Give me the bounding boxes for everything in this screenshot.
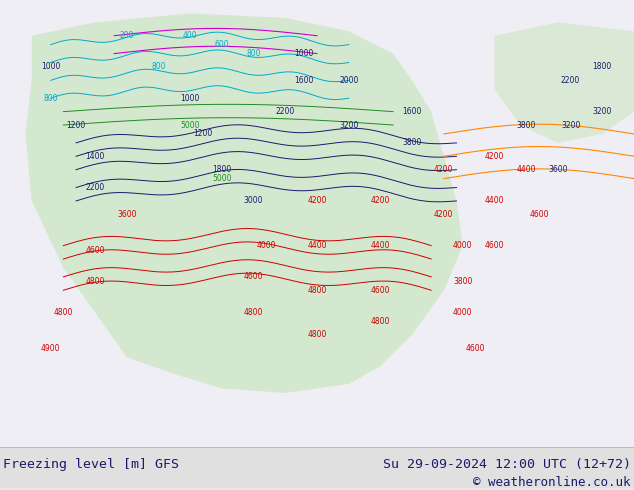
Text: 3200: 3200	[339, 121, 358, 129]
Text: Freezing level [m] GFS: Freezing level [m] GFS	[3, 458, 179, 471]
Text: 4800: 4800	[371, 317, 390, 326]
Text: 3600: 3600	[548, 165, 567, 174]
Text: 200: 200	[120, 31, 134, 40]
Text: 4600: 4600	[371, 286, 390, 295]
Text: 4200: 4200	[434, 210, 453, 219]
Text: 3200: 3200	[561, 121, 580, 129]
Text: 4800: 4800	[86, 277, 105, 286]
Text: 4800: 4800	[307, 286, 327, 295]
Text: 4600: 4600	[466, 344, 485, 353]
Bar	[0, 446, 634, 488]
Text: 800: 800	[247, 49, 261, 58]
Text: 800: 800	[152, 63, 165, 72]
Text: 4000: 4000	[257, 241, 276, 250]
Text: 4600: 4600	[244, 272, 263, 281]
Text: 4200: 4200	[434, 165, 453, 174]
Text: 4000: 4000	[453, 241, 472, 250]
Text: 3600: 3600	[117, 210, 136, 219]
Text: 1200: 1200	[67, 121, 86, 129]
Polygon shape	[25, 13, 463, 393]
Text: Su 29-09-2024 12:00 UTC (12+72): Su 29-09-2024 12:00 UTC (12+72)	[383, 458, 631, 471]
Text: © weatheronline.co.uk: © weatheronline.co.uk	[474, 476, 631, 489]
Text: 4400: 4400	[371, 241, 390, 250]
Text: 2000: 2000	[339, 76, 358, 85]
Text: 1200: 1200	[193, 129, 212, 139]
Text: 5000: 5000	[212, 174, 231, 183]
Text: 3800: 3800	[453, 277, 472, 286]
Text: 4600: 4600	[86, 245, 105, 255]
Text: 4800: 4800	[307, 330, 327, 340]
Text: 4200: 4200	[485, 152, 504, 161]
Text: 1800: 1800	[212, 165, 231, 174]
Text: 4900: 4900	[41, 344, 60, 353]
Text: 1400: 1400	[86, 152, 105, 161]
Text: 2200: 2200	[276, 107, 295, 116]
Text: 1000: 1000	[41, 63, 60, 72]
Text: 3800: 3800	[517, 121, 536, 129]
Text: 4400: 4400	[517, 165, 536, 174]
Text: 3200: 3200	[593, 107, 612, 116]
Text: 1600: 1600	[295, 76, 314, 85]
Text: 600: 600	[214, 40, 230, 49]
Text: 3000: 3000	[244, 196, 263, 205]
Text: 1600: 1600	[403, 107, 422, 116]
Text: 4400: 4400	[485, 196, 504, 205]
Text: 2200: 2200	[561, 76, 580, 85]
Text: 400: 400	[183, 31, 198, 40]
Text: 4800: 4800	[244, 308, 263, 317]
Text: 4000: 4000	[453, 308, 472, 317]
Text: 1000: 1000	[181, 94, 200, 103]
Text: 5000: 5000	[181, 121, 200, 129]
Text: 800: 800	[44, 94, 58, 103]
Text: 4400: 4400	[307, 241, 327, 250]
Text: 4200: 4200	[371, 196, 390, 205]
Text: 3800: 3800	[403, 138, 422, 147]
Polygon shape	[495, 23, 634, 143]
Text: 4600: 4600	[529, 210, 548, 219]
Text: 1800: 1800	[593, 63, 612, 72]
Text: 4200: 4200	[307, 196, 327, 205]
Text: 1000: 1000	[295, 49, 314, 58]
Text: 4600: 4600	[485, 241, 504, 250]
Text: 4800: 4800	[54, 308, 73, 317]
Text: 2200: 2200	[86, 183, 105, 192]
